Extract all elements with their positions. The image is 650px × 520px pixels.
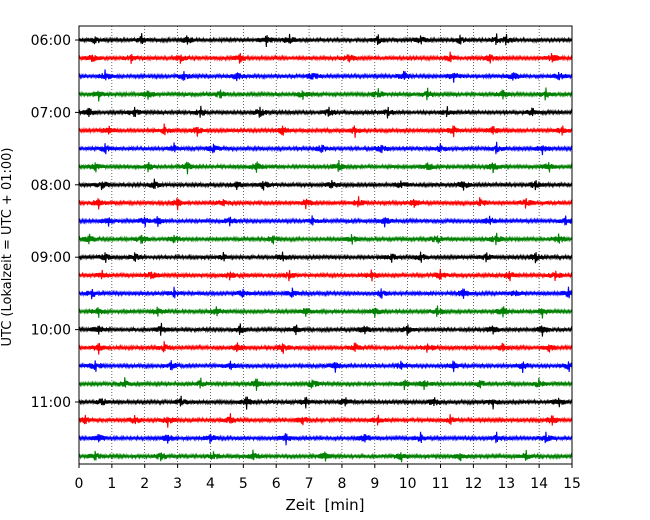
trace-line <box>78 322 573 337</box>
y-tick-label: 08:00 <box>31 178 71 194</box>
y-axis-label: UTC (Lokalzeit = UTC + 01:00) <box>0 148 15 347</box>
trace-line <box>78 232 573 246</box>
trace-line <box>78 395 573 410</box>
trace-line <box>78 286 573 300</box>
x-tick-label: 3 <box>173 476 182 492</box>
x-tick-label: 13 <box>497 476 515 492</box>
trace-line <box>78 215 573 228</box>
trace-line <box>78 51 573 64</box>
trace-line <box>78 105 573 119</box>
trace-line <box>78 87 573 102</box>
plot-frame <box>78 25 573 465</box>
trace-line <box>78 360 573 374</box>
trace-line <box>78 431 573 446</box>
x-axis-ticks: 0 1 2 3 4 5 6 7 8 9 10 11 12 13 14 15 <box>75 464 581 492</box>
x-tick-label: 11 <box>432 476 450 492</box>
x-tick-label: 5 <box>239 476 248 492</box>
x-tick-label: 8 <box>337 476 346 492</box>
trace-line <box>78 305 573 319</box>
trace-line <box>78 159 573 175</box>
x-tick-label: 14 <box>530 476 548 492</box>
trace-line <box>78 413 573 428</box>
x-axis-label: Zeit [min] <box>285 496 364 514</box>
x-tick-label: 12 <box>464 476 482 492</box>
trace-line <box>78 251 573 264</box>
x-tick-label: 0 <box>75 476 84 492</box>
x-tick-label: 1 <box>107 476 116 492</box>
grid-lines <box>111 26 540 464</box>
trace-line <box>78 341 573 355</box>
trace-line <box>78 449 573 463</box>
y-tick-label: 06:00 <box>31 33 71 49</box>
x-tick-label: 6 <box>272 476 281 492</box>
x-tick-label: 2 <box>140 476 149 492</box>
y-tick-label: 11:00 <box>31 395 71 411</box>
y-axis-ticks: 06:00 07:00 08:00 09:00 10:00 11:00 <box>31 33 79 411</box>
trace-line <box>78 123 573 138</box>
trace-line <box>78 377 573 391</box>
seismic-traces <box>78 33 573 463</box>
trace-line <box>78 141 573 156</box>
y-tick-label: 10:00 <box>31 323 71 339</box>
x-tick-label: 10 <box>399 476 417 492</box>
trace-line <box>78 33 573 48</box>
x-tick-label: 9 <box>370 476 379 492</box>
x-tick-label: 15 <box>563 476 581 492</box>
trace-line <box>78 69 573 83</box>
trace-line <box>78 178 573 191</box>
x-tick-label: 7 <box>305 476 314 492</box>
y-tick-label: 07:00 <box>31 105 71 121</box>
y-tick-label: 09:00 <box>31 250 71 266</box>
trace-line <box>78 196 573 211</box>
trace-line <box>78 268 573 282</box>
x-tick-label: 4 <box>206 476 215 492</box>
